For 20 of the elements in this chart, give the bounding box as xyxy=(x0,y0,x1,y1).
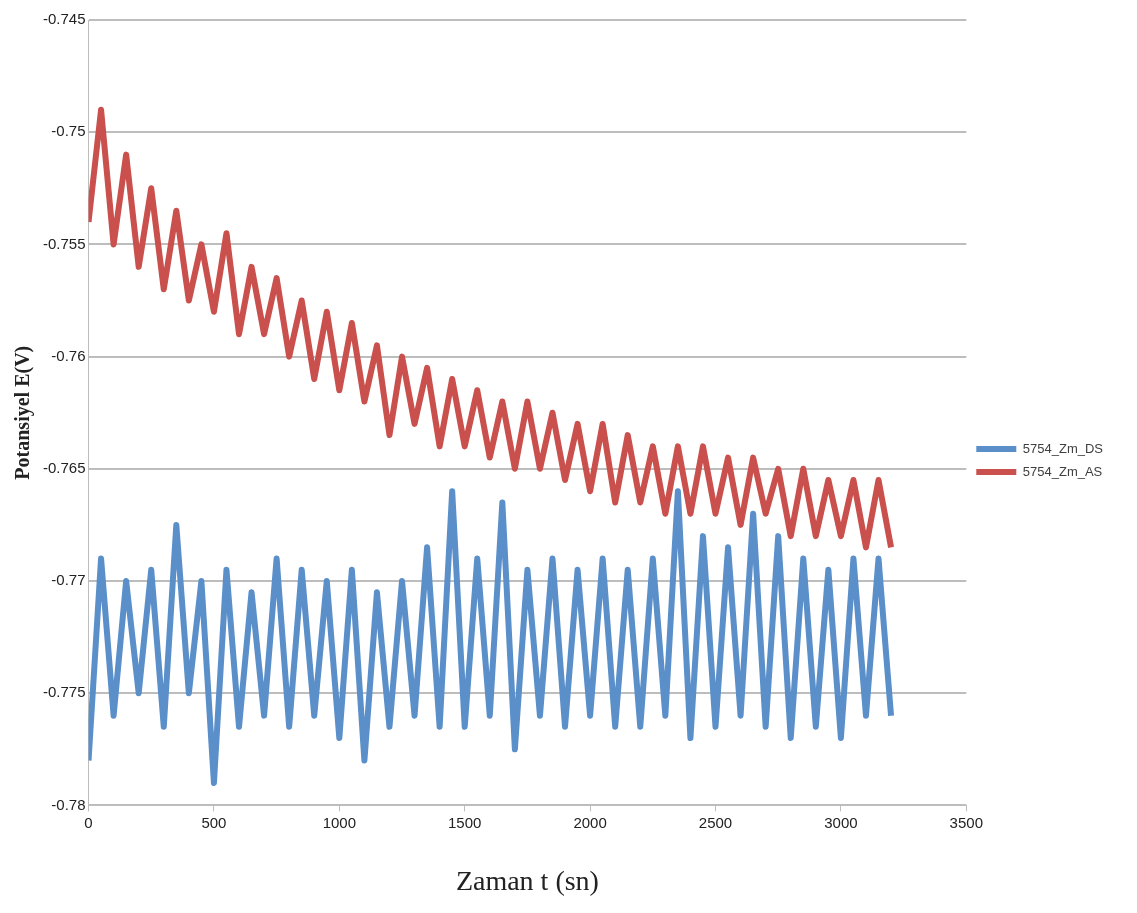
x-tick-label: 0 xyxy=(84,813,93,831)
y-tick-label: -0.755 xyxy=(42,234,86,252)
y-tick-label: -0.76 xyxy=(51,346,86,364)
y-tick-label: -0.78 xyxy=(51,795,86,813)
x-tick-label: 1000 xyxy=(322,813,357,831)
x-tick-label: 2000 xyxy=(573,813,607,831)
y-tick-label: -0.75 xyxy=(51,122,86,140)
legend-label: 5754_Zm_AS xyxy=(1022,463,1103,479)
x-tick-label: 1500 xyxy=(448,813,482,831)
legend-label: 5754_Zm_DS xyxy=(1022,440,1104,456)
x-tick-label: 500 xyxy=(201,813,227,831)
y-tick-label: -0.765 xyxy=(42,458,86,476)
y-axis-title: Potansiyel E(V) xyxy=(11,345,35,480)
x-tick-label: 3000 xyxy=(824,813,858,831)
x-axis-title: Zaman t (sn) xyxy=(455,864,599,896)
y-tick-label: -0.77 xyxy=(51,571,86,589)
y-tick-label: -0.775 xyxy=(42,683,86,701)
x-tick-label: 3500 xyxy=(949,813,983,831)
y-tick-label: -0.745 xyxy=(42,10,86,28)
x-tick-label: 2500 xyxy=(698,813,733,831)
